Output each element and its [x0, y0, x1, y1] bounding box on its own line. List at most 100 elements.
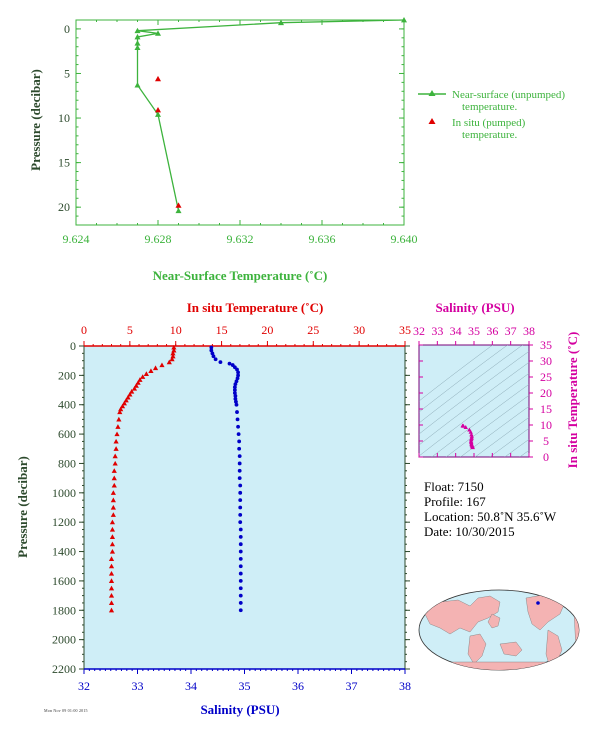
temperature-point	[135, 380, 141, 385]
ts-y-axis-label: In situ Temperature (˚C)	[565, 332, 580, 469]
salinity-point	[213, 357, 218, 362]
salinity-point	[236, 370, 240, 375]
unpumped-point	[155, 111, 161, 117]
top-y-axis-label: Pressure (decibar)	[28, 69, 43, 171]
temperature-point	[109, 541, 116, 547]
pressure-tick-label: 800	[58, 456, 76, 470]
temperature-tick-label: 15	[216, 323, 228, 337]
pressure-tick-label: 1800	[52, 603, 76, 617]
pressure-tick-label: 400	[58, 398, 76, 412]
pressure-tick-label: 2200	[52, 662, 76, 676]
temperature-point	[171, 344, 177, 350]
temperature-point	[110, 497, 116, 503]
unpumped-point	[175, 207, 182, 214]
salinity-point	[238, 483, 243, 488]
salinity-point	[237, 476, 242, 481]
unpumped-line	[136, 19, 405, 211]
pressure-tick-label: 600	[58, 427, 76, 441]
salinity-point	[237, 468, 242, 473]
salinity-point	[238, 490, 243, 495]
ts-y-tick-label: 35	[540, 338, 552, 352]
ts-point	[469, 432, 474, 437]
top-x-tick-label: 9.632	[227, 232, 254, 246]
salinity-point	[234, 379, 239, 384]
temperature-point	[170, 350, 176, 356]
salinity-point	[227, 361, 232, 366]
temperature-tick-label: 20	[261, 323, 273, 337]
temperature-point	[131, 385, 138, 391]
top-x-tick-label: 9.640	[391, 232, 418, 246]
temperature-point	[121, 400, 127, 406]
unpumped-point	[155, 30, 161, 36]
legend-triangle-green	[428, 90, 436, 96]
temperature-point	[108, 563, 115, 569]
pressure-tick-label: 200	[58, 368, 76, 382]
temperature-point	[171, 347, 177, 353]
legend-triangle-red	[428, 118, 436, 124]
salinity-tick-label: 36	[292, 679, 304, 693]
salinity-point	[238, 534, 243, 539]
temperature-point	[116, 416, 122, 422]
salinity-point	[238, 601, 243, 605]
salinity-point	[238, 549, 243, 554]
top-x-tick-label: 9.624	[63, 232, 90, 246]
top-y-tick-label: 5	[64, 66, 70, 80]
salinity-point	[237, 461, 242, 466]
salinity-point	[238, 586, 243, 591]
salinity-tick-label: 34	[185, 679, 197, 693]
temperature-point	[108, 556, 115, 561]
pumped-point	[155, 75, 161, 82]
ts-y-tick-label: 25	[540, 370, 552, 384]
salinity-point	[218, 360, 223, 365]
salinity-point	[235, 376, 240, 381]
salinity-point	[238, 498, 243, 503]
temperature-point	[112, 453, 118, 459]
ts-x-axis-label: Salinity (PSU)	[435, 300, 514, 315]
unpumped-point	[134, 33, 141, 40]
ts-x-tick-label: 34	[450, 324, 462, 338]
temperature-tick-label: 25	[307, 323, 319, 337]
float-id: Float: 7150	[424, 479, 484, 494]
salinity-point	[238, 593, 243, 598]
salinity-point	[238, 579, 243, 583]
temperature-tick-label: 5	[127, 323, 133, 337]
location: Location: 50.8˚N 35.6˚W	[424, 509, 557, 524]
salinity-point	[233, 382, 238, 387]
temperature-point	[110, 504, 116, 510]
ts-y-tick-label: 30	[540, 354, 552, 368]
top-y-tick-label: 0	[64, 22, 70, 36]
salinity-point	[238, 556, 243, 561]
salinity-point	[234, 402, 239, 407]
salinity-point	[235, 417, 240, 422]
temperature-point	[166, 359, 172, 365]
top-x-tick-label: 9.636	[309, 232, 336, 246]
unpumped-point	[401, 17, 407, 23]
temperature-tick-label: 0	[81, 323, 87, 337]
temperature-axis-label: In situ Temperature (˚C)	[187, 300, 324, 315]
temperature-tick-label: 10	[170, 323, 182, 337]
temperature-point	[113, 438, 119, 444]
temperature-point	[117, 409, 123, 415]
ts-y-tick-label: 10	[540, 418, 552, 432]
ts-x-tick-label: 33	[431, 324, 443, 338]
date: Date: 10/30/2015	[424, 524, 515, 539]
ts-point	[461, 423, 466, 428]
top-x-tick-label: 9.628	[145, 232, 172, 246]
salinity-point	[238, 520, 243, 525]
ts-point	[468, 429, 473, 434]
pressure-tick-label: 2000	[52, 633, 76, 647]
unpumped-point	[134, 44, 141, 51]
timestamp-stamp: Mon Nov 09 01:00 2015	[44, 708, 88, 713]
salinity-axis-label: Salinity (PSU)	[200, 702, 279, 717]
salinity-tick-label: 33	[132, 679, 144, 693]
ts-y-tick-label: 15	[540, 402, 552, 416]
temperature-point	[113, 446, 119, 451]
salinity-point	[236, 432, 241, 436]
temperature-point	[108, 600, 115, 606]
top-y-tick-label: 20	[58, 200, 70, 214]
ts-x-tick-label: 37	[505, 324, 517, 338]
world-map	[418, 589, 580, 671]
salinity-point	[238, 505, 243, 510]
temperature-point	[133, 383, 139, 388]
unpumped-point	[134, 82, 141, 88]
